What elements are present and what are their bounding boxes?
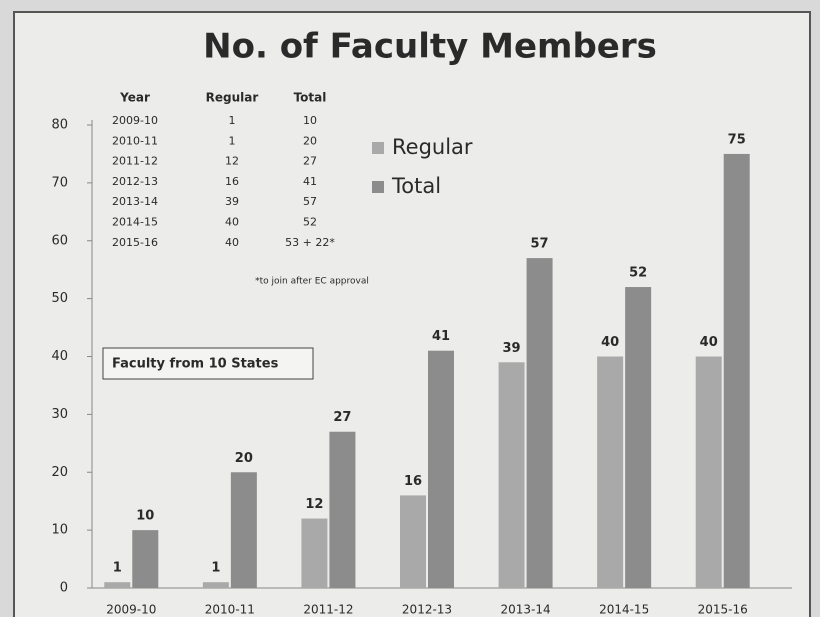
data-label: 1: [113, 561, 122, 576]
data-label: 10: [136, 509, 154, 524]
data-label: 52: [629, 266, 647, 281]
bar: [723, 153, 750, 588]
bar: [625, 287, 652, 588]
annotation-box: [102, 347, 314, 380]
bar: [526, 258, 553, 588]
table-cell: 52: [303, 216, 317, 229]
table-cell: 20: [303, 134, 317, 147]
legend-swatch: [372, 142, 384, 154]
bar: [132, 530, 159, 588]
y-tick-label: 30: [51, 407, 68, 422]
bar: [230, 472, 257, 588]
y-tick-label: 20: [51, 465, 68, 480]
x-tick-label: 2009-10: [106, 603, 156, 617]
table-cell: 57: [303, 195, 317, 208]
table-cell: 2011-12: [112, 155, 158, 168]
table-header: Year: [119, 91, 150, 105]
data-label: 20: [235, 451, 253, 466]
legend-label: Regular: [392, 135, 473, 159]
y-tick-label: 60: [51, 233, 68, 248]
table-note: *to join after EC approval: [255, 277, 369, 287]
data-label: 39: [503, 341, 521, 356]
table-cell: 40: [225, 216, 239, 229]
x-tick-label: 2013-14: [501, 603, 551, 617]
data-label: 75: [728, 132, 746, 147]
x-tick-label: 2010-11: [205, 603, 255, 617]
bar: [104, 582, 131, 588]
legend-label: Total: [391, 174, 441, 198]
table-cell: 2015-16: [112, 236, 158, 249]
y-tick-label: 10: [51, 523, 68, 538]
table-cell: 2010-11: [112, 134, 158, 147]
data-label: 40: [601, 335, 619, 350]
table-cell: 2012-13: [112, 175, 158, 188]
annotation: Faculty from 10 States: [112, 357, 279, 372]
table-cell: 10: [303, 114, 317, 127]
x-tick-label: 2011-12: [303, 603, 353, 617]
data-label: 40: [700, 335, 718, 350]
bar: [301, 518, 328, 588]
table-header: Regular: [206, 91, 259, 105]
bar: [202, 582, 229, 588]
table-cell: 1: [229, 114, 236, 127]
table-header: Total: [294, 91, 327, 105]
bar: [498, 362, 525, 588]
table-cell: 27: [303, 155, 317, 168]
table-cell: 2009-10: [112, 114, 158, 127]
legend-swatch: [372, 181, 384, 193]
data-label: 57: [531, 237, 549, 252]
table-cell: 53 + 22*: [285, 236, 335, 249]
bar: [597, 356, 624, 588]
table-cell: 2014-15: [112, 216, 158, 229]
y-tick-label: 70: [51, 175, 68, 190]
table-cell: 39: [225, 195, 239, 208]
y-tick-label: 0: [60, 581, 68, 596]
data-label: 27: [333, 410, 351, 425]
data-label: 16: [404, 474, 422, 489]
table-cell: 16: [225, 175, 239, 188]
x-tick-label: 2014-15: [599, 603, 649, 617]
chart-title: No. of Faculty Members: [203, 27, 657, 67]
y-tick-label: 80: [51, 118, 68, 133]
bar: [400, 495, 426, 588]
data-label: 12: [305, 497, 323, 512]
y-tick-label: 50: [51, 291, 68, 306]
x-tick-label: 2015-16: [698, 603, 748, 617]
data-label: 41: [432, 329, 450, 344]
table-cell: 2013-14: [112, 195, 158, 208]
table-cell: 12: [225, 155, 239, 168]
table-cell: 1: [229, 134, 236, 147]
bar: [329, 431, 356, 588]
bar: [695, 356, 722, 588]
x-tick-label: 2012-13: [402, 603, 452, 617]
table-cell: 40: [225, 236, 239, 249]
table-cell: 41: [303, 175, 317, 188]
data-label: 1: [211, 561, 220, 576]
y-tick-label: 40: [51, 349, 68, 364]
bar: [428, 350, 454, 588]
